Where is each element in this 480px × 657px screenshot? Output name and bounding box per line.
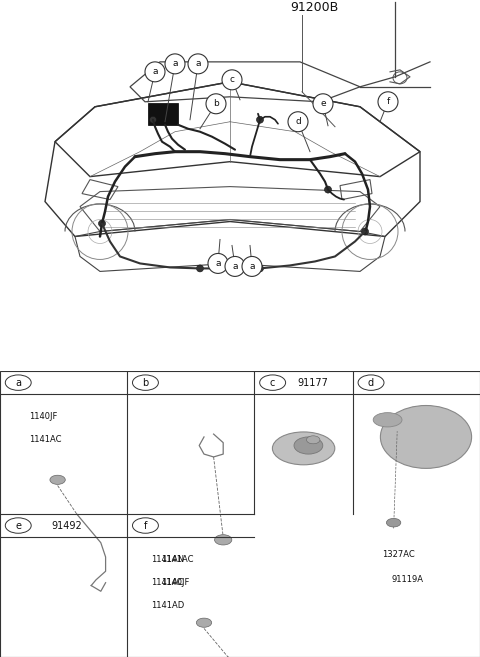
Circle shape (215, 535, 232, 545)
Circle shape (256, 265, 264, 272)
Ellipse shape (373, 413, 402, 427)
Text: f: f (144, 520, 147, 531)
Circle shape (145, 62, 165, 82)
Text: 1140JF: 1140JF (161, 578, 189, 587)
Circle shape (361, 228, 369, 235)
Circle shape (165, 54, 185, 74)
Circle shape (307, 436, 320, 443)
Circle shape (5, 518, 31, 533)
Ellipse shape (273, 432, 335, 464)
Text: d: d (368, 378, 374, 388)
Text: a: a (195, 59, 201, 68)
Circle shape (149, 116, 156, 124)
Circle shape (256, 116, 264, 124)
Text: a: a (215, 259, 221, 268)
Text: c: c (229, 76, 235, 84)
Ellipse shape (380, 405, 471, 468)
Text: 1140JF: 1140JF (29, 413, 57, 421)
Circle shape (98, 220, 106, 227)
Text: b: b (142, 378, 149, 388)
Circle shape (5, 375, 31, 390)
Text: 1141AC: 1141AC (29, 436, 61, 444)
Text: a: a (232, 262, 238, 271)
Circle shape (196, 265, 204, 272)
Circle shape (132, 375, 158, 390)
Text: 91200B: 91200B (290, 1, 338, 14)
Circle shape (222, 70, 242, 90)
Circle shape (324, 186, 332, 193)
Text: a: a (15, 378, 21, 388)
Circle shape (313, 94, 333, 114)
Circle shape (386, 518, 401, 527)
Text: 1141AC: 1141AC (151, 578, 184, 587)
Text: a: a (249, 262, 255, 271)
Text: 1141AN: 1141AN (151, 555, 184, 564)
Circle shape (206, 94, 226, 114)
Text: a: a (152, 68, 158, 76)
Circle shape (132, 518, 158, 533)
Text: 1141AC: 1141AC (161, 555, 193, 564)
Circle shape (225, 256, 245, 277)
Text: 91492: 91492 (52, 520, 83, 531)
Text: c: c (270, 378, 276, 388)
Circle shape (188, 54, 208, 74)
Circle shape (227, 265, 233, 272)
Circle shape (260, 375, 286, 390)
Text: e: e (15, 520, 21, 531)
Circle shape (358, 375, 384, 390)
Text: f: f (386, 97, 390, 106)
Circle shape (242, 256, 262, 277)
Text: 91177: 91177 (298, 378, 329, 388)
Bar (148, 102, 178, 125)
Circle shape (294, 437, 323, 454)
Text: 1327AC: 1327AC (382, 550, 414, 558)
Text: d: d (295, 117, 301, 126)
Text: 91119A: 91119A (391, 576, 423, 584)
Text: 1141AD: 1141AD (151, 601, 184, 610)
Text: b: b (213, 99, 219, 108)
Circle shape (288, 112, 308, 131)
Text: a: a (172, 59, 178, 68)
Circle shape (208, 254, 228, 273)
Text: e: e (320, 99, 326, 108)
Circle shape (378, 92, 398, 112)
Circle shape (50, 475, 65, 484)
Circle shape (196, 618, 212, 627)
